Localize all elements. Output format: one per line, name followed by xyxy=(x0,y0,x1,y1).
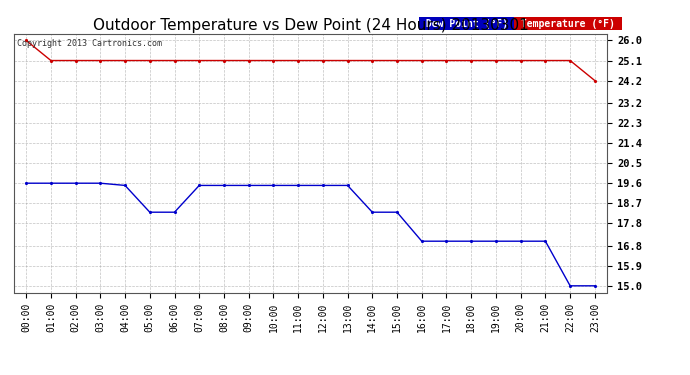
Temperature (°F) xyxy=(517,58,525,63)
Temperature (°F) xyxy=(72,58,80,63)
Temperature (°F) xyxy=(47,58,55,63)
Dew Point (°F) xyxy=(47,181,55,186)
Temperature (°F) xyxy=(417,58,426,63)
Dew Point (°F) xyxy=(22,181,30,186)
Temperature (°F) xyxy=(319,58,327,63)
Dew Point (°F) xyxy=(269,183,277,188)
Dew Point (°F) xyxy=(220,183,228,188)
Dew Point (°F) xyxy=(121,183,129,188)
Temperature (°F) xyxy=(96,58,104,63)
Temperature (°F) xyxy=(244,58,253,63)
Dew Point (°F) xyxy=(467,239,475,243)
Line: Temperature (°F): Temperature (°F) xyxy=(24,39,597,82)
Temperature (°F) xyxy=(393,58,401,63)
Temperature (°F) xyxy=(541,58,549,63)
Temperature (°F) xyxy=(492,58,500,63)
Temperature (°F) xyxy=(467,58,475,63)
Temperature (°F) xyxy=(269,58,277,63)
Dew Point (°F) xyxy=(591,284,599,288)
Temperature (°F) xyxy=(442,58,451,63)
Dew Point (°F) xyxy=(541,239,549,243)
Dew Point (°F) xyxy=(146,210,154,214)
Dew Point (°F) xyxy=(566,284,574,288)
Temperature (°F) xyxy=(344,58,352,63)
Dew Point (°F) xyxy=(344,183,352,188)
Text: Copyright 2013 Cartronics.com: Copyright 2013 Cartronics.com xyxy=(17,39,161,48)
Temperature (°F) xyxy=(294,58,302,63)
Temperature (°F) xyxy=(195,58,204,63)
Temperature (°F) xyxy=(22,38,30,43)
Dew Point (°F) xyxy=(442,239,451,243)
Line: Dew Point (°F): Dew Point (°F) xyxy=(24,182,597,288)
Dew Point (°F) xyxy=(393,210,401,214)
Dew Point (°F) xyxy=(417,239,426,243)
Dew Point (°F) xyxy=(294,183,302,188)
Text: Temperature (°F): Temperature (°F) xyxy=(515,19,621,28)
Temperature (°F) xyxy=(146,58,154,63)
Dew Point (°F) xyxy=(368,210,377,214)
Dew Point (°F) xyxy=(72,181,80,186)
Temperature (°F) xyxy=(368,58,377,63)
Dew Point (°F) xyxy=(170,210,179,214)
Dew Point (°F) xyxy=(96,181,104,186)
Temperature (°F) xyxy=(170,58,179,63)
Text: Dew Point (°F): Dew Point (°F) xyxy=(420,18,514,28)
Dew Point (°F) xyxy=(195,183,204,188)
Dew Point (°F) xyxy=(492,239,500,243)
Temperature (°F) xyxy=(121,58,129,63)
Dew Point (°F) xyxy=(517,239,525,243)
Title: Outdoor Temperature vs Dew Point (24 Hours) 20130301: Outdoor Temperature vs Dew Point (24 Hou… xyxy=(92,18,529,33)
Dew Point (°F) xyxy=(319,183,327,188)
Temperature (°F) xyxy=(591,78,599,83)
Temperature (°F) xyxy=(566,58,574,63)
Dew Point (°F) xyxy=(244,183,253,188)
Temperature (°F) xyxy=(220,58,228,63)
